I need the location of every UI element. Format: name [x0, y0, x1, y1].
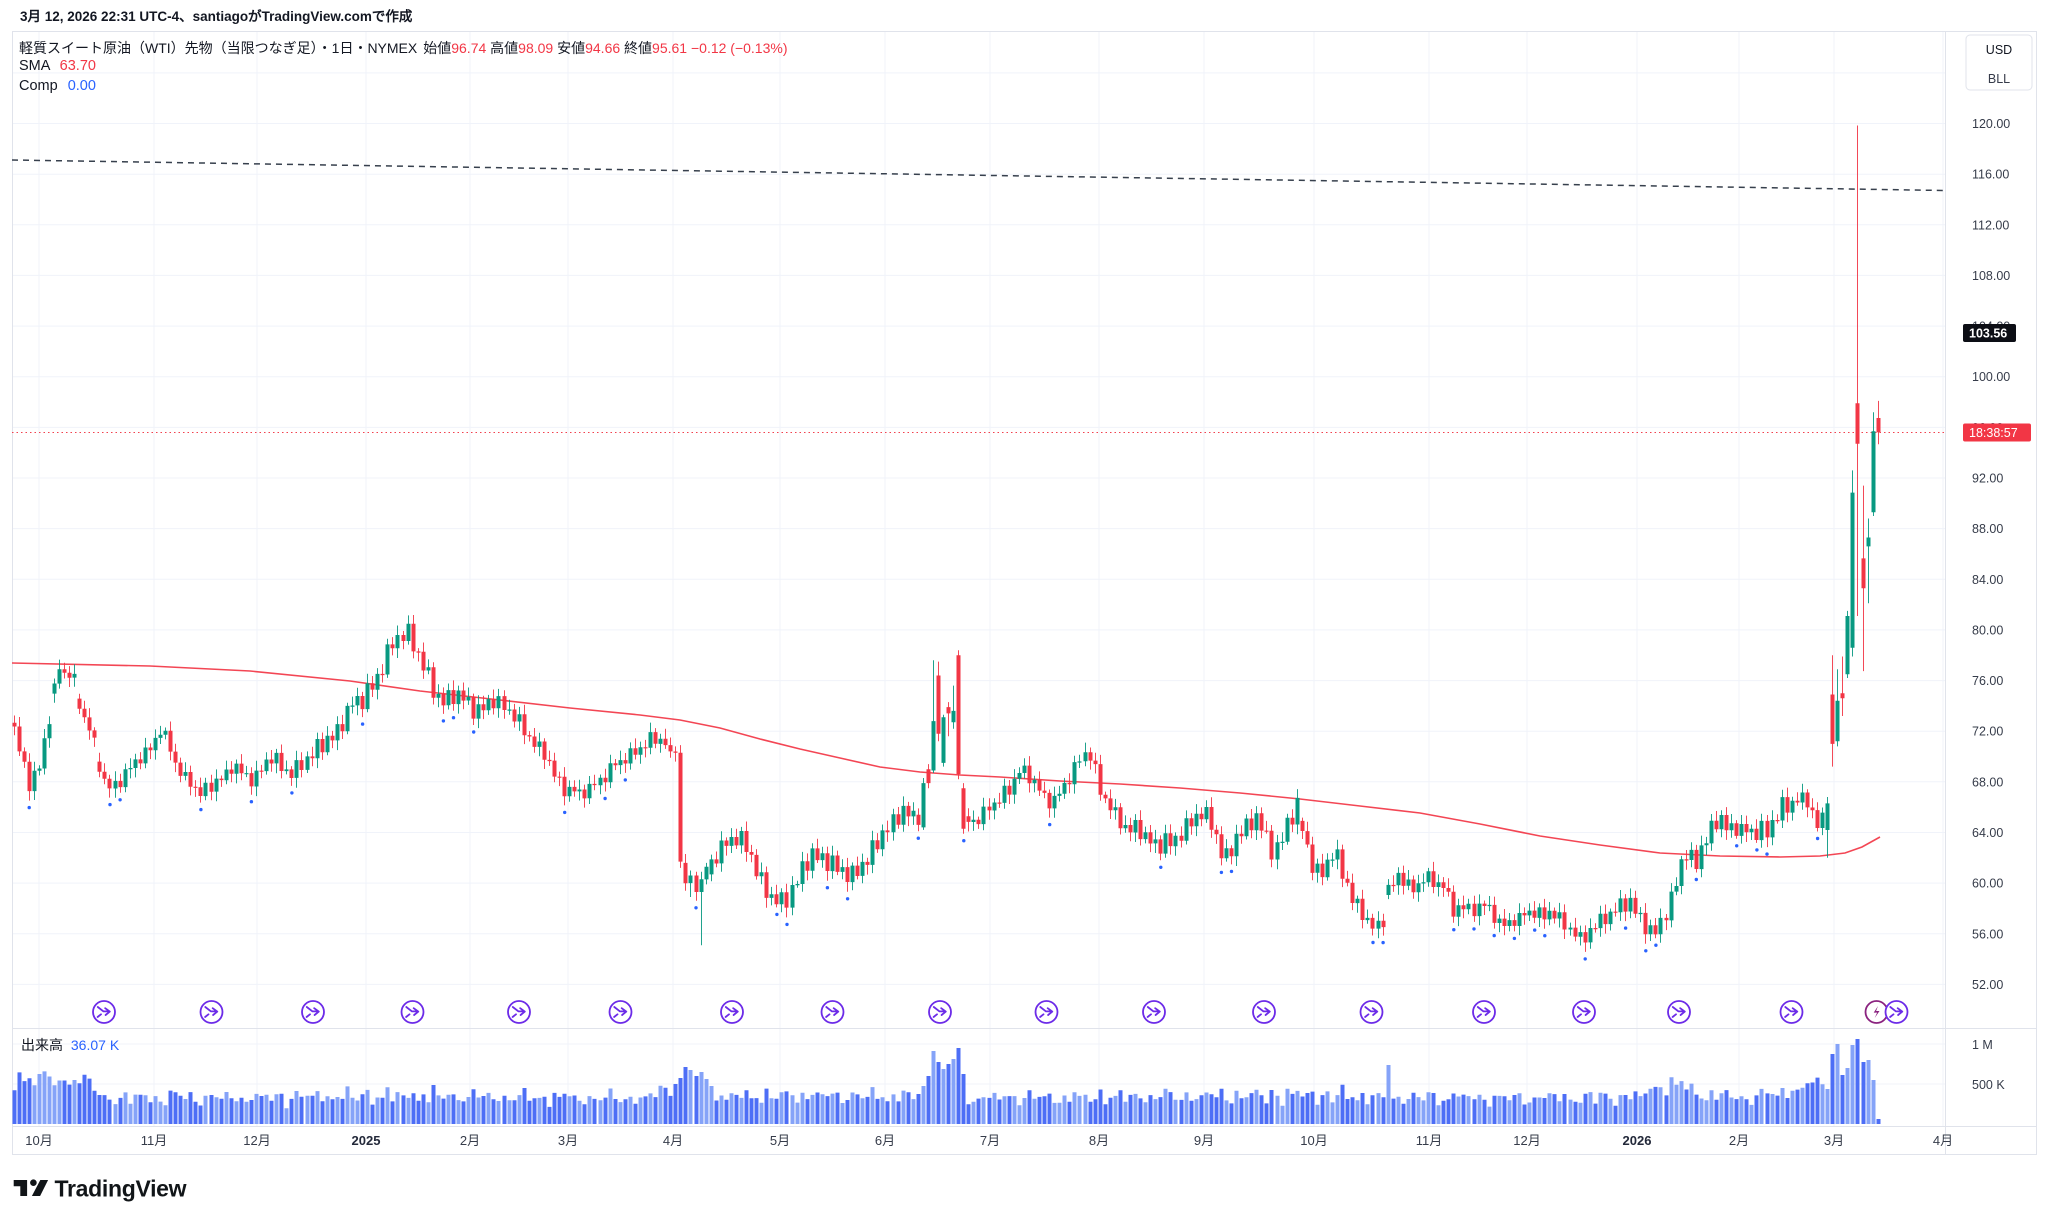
svg-text:108.00: 108.00 — [1972, 269, 2010, 283]
svg-text:52.00: 52.00 — [1972, 978, 2003, 992]
svg-text:60.00: 60.00 — [1972, 877, 2003, 891]
svg-text:BLL: BLL — [1988, 72, 2010, 86]
svg-text:11月: 11月 — [141, 1133, 168, 1148]
svg-text:TradingView: TradingView — [55, 1176, 187, 1202]
svg-text:Comp 0.00: Comp 0.00 — [19, 78, 96, 94]
svg-text:2月: 2月 — [460, 1133, 480, 1148]
svg-text:9月: 9月 — [1194, 1133, 1214, 1148]
svg-text:18:38:57: 18:38:57 — [1969, 426, 2018, 440]
svg-text:4月: 4月 — [663, 1133, 683, 1148]
svg-text:84.00: 84.00 — [1972, 573, 2003, 587]
svg-text:2025: 2025 — [352, 1133, 381, 1148]
svg-text:出来高 36.07 K: 出来高 36.07 K — [21, 1037, 120, 1053]
svg-text:76.00: 76.00 — [1972, 674, 2003, 688]
svg-text:3月: 3月 — [558, 1133, 578, 1148]
svg-text:2026: 2026 — [1623, 1133, 1652, 1148]
svg-text:68.00: 68.00 — [1972, 775, 2003, 789]
svg-text:4月: 4月 — [1933, 1133, 1953, 1148]
svg-text:2月: 2月 — [1729, 1133, 1749, 1148]
svg-text:12月: 12月 — [243, 1133, 270, 1148]
svg-text:112.00: 112.00 — [1972, 218, 2009, 232]
svg-text:10月: 10月 — [1300, 1133, 1327, 1148]
svg-text:7月: 7月 — [980, 1133, 1000, 1148]
svg-text:1 M: 1 M — [1972, 1038, 1993, 1052]
svg-text:116.00: 116.00 — [1972, 168, 2009, 182]
svg-text:12月: 12月 — [1513, 1133, 1540, 1148]
svg-text:88.00: 88.00 — [1972, 522, 2003, 536]
svg-text:120.00: 120.00 — [1972, 117, 2010, 131]
svg-text:3月 12, 2026 22:31 UTC-4、santia: 3月 12, 2026 22:31 UTC-4、santiagoがTrading… — [20, 8, 413, 24]
svg-text:103.56: 103.56 — [1969, 327, 2007, 341]
svg-text:5月: 5月 — [770, 1133, 790, 1148]
svg-text:10月: 10月 — [25, 1133, 52, 1148]
svg-text:500 K: 500 K — [1972, 1078, 2005, 1092]
svg-text:56.00: 56.00 — [1972, 927, 2003, 941]
svg-text:11月: 11月 — [1416, 1133, 1443, 1148]
svg-text:軽質スイート原油（WTI）先物（当限つなぎ足）・1日・NYM: 軽質スイート原油（WTI）先物（当限つなぎ足）・1日・NYMEX 始値96.74 … — [19, 40, 788, 56]
svg-text:USD: USD — [1986, 43, 2012, 57]
svg-text:64.00: 64.00 — [1972, 826, 2003, 840]
svg-text:92.00: 92.00 — [1972, 472, 2003, 486]
svg-text:80.00: 80.00 — [1972, 623, 2003, 637]
svg-text:6月: 6月 — [875, 1133, 895, 1148]
svg-text:100.00: 100.00 — [1972, 370, 2010, 384]
svg-text:8月: 8月 — [1089, 1133, 1109, 1148]
svg-text:72.00: 72.00 — [1972, 725, 2003, 739]
svg-text:3月: 3月 — [1824, 1133, 1844, 1148]
